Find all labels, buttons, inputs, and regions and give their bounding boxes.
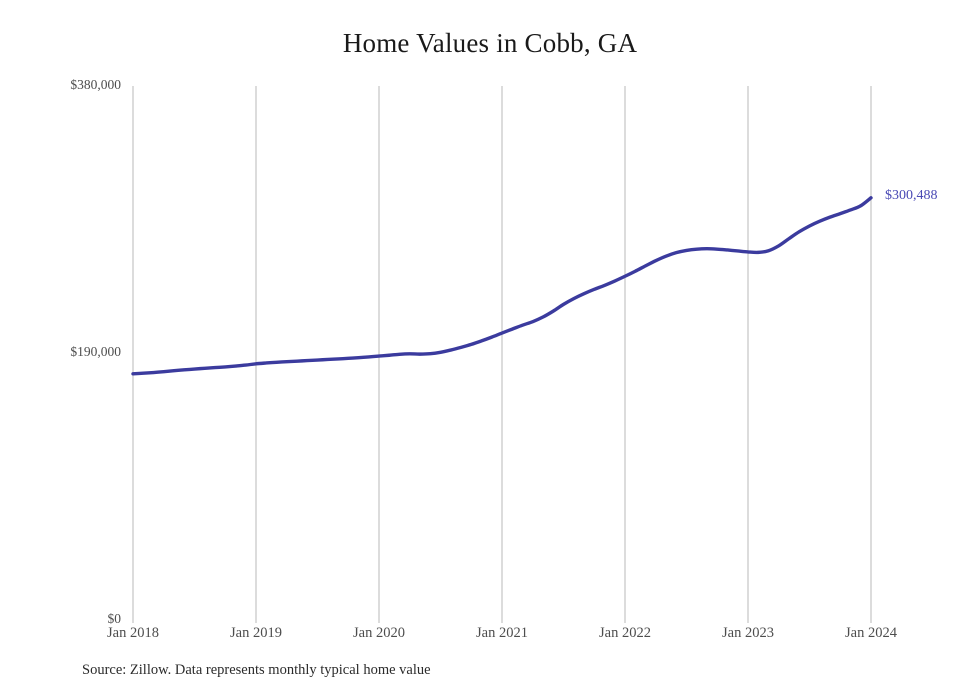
y-tick-label-1: $190,000 [70,344,121,359]
chart-gridlines [132,86,872,623]
chart-series-group [131,196,873,376]
y-tick-label-2: $380,000 [70,77,121,92]
x-tick-label-2: Jan 2020 [353,625,405,641]
x-tick-label-0: Jan 2018 [107,625,159,641]
source-note: Source: Zillow. Data represents monthly … [82,662,431,678]
x-tick-label-3: Jan 2021 [476,625,528,641]
series-line-0 [131,196,873,376]
endpoint-value: $300,488 [885,187,938,203]
y-tick-label-0: $0 [107,611,122,626]
x-tick-label-4: Jan 2022 [599,625,651,641]
x-tick-label-5: Jan 2023 [722,625,774,641]
chart-title: Home Values in Cobb, GA [342,28,638,58]
x-tick-label-1: Jan 2019 [230,625,282,641]
x-tick-label-6: Jan 2024 [845,625,897,641]
